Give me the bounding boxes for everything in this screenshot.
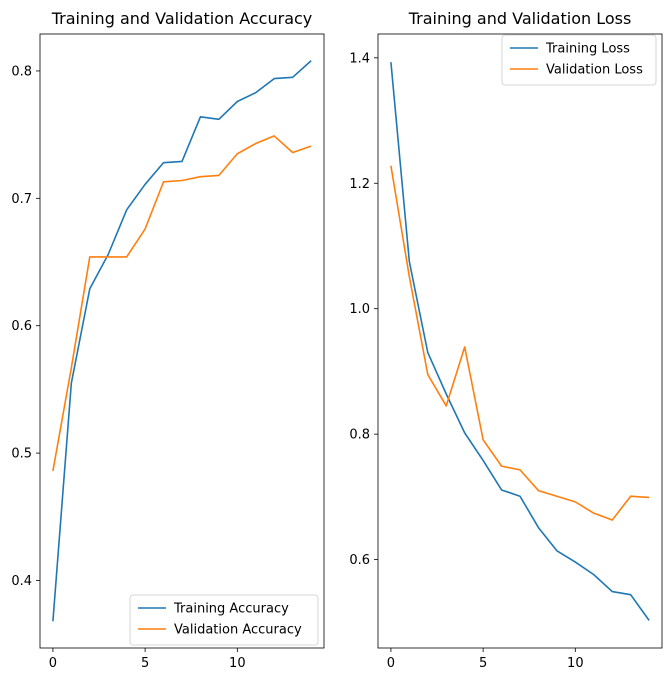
- legend-label-training: Training Loss: [545, 42, 630, 57]
- legend: Training Accuracy Validation Accuracy: [129, 594, 319, 646]
- y-tick-label: 1.2: [349, 177, 370, 192]
- x-tick-label: 5: [479, 656, 487, 671]
- y-tick-label: 0.6: [349, 553, 370, 568]
- legend: Training Loss Validation Loss: [501, 34, 657, 86]
- series-layer: [52, 60, 312, 622]
- chart-title: Training and Validation Accuracy: [51, 9, 313, 28]
- x-tick-label: 10: [567, 656, 584, 671]
- y-tick-label: 1.0: [349, 302, 370, 317]
- series-layer: [390, 62, 650, 621]
- y-tick-label: 0.4: [11, 574, 32, 589]
- chart-title: Training and Validation Loss: [408, 9, 632, 28]
- y-tick-label: 1.4: [349, 51, 370, 66]
- y-tick-label: 0.8: [11, 64, 32, 79]
- series-line-training: [390, 62, 650, 621]
- plot-frame: [377, 33, 663, 649]
- x-tick-label: 10: [229, 656, 246, 671]
- legend-box: [501, 34, 657, 86]
- x-tick-label: 0: [49, 656, 57, 671]
- y-tick-label: 0.6: [11, 319, 32, 334]
- y-tick-label: 0.7: [11, 192, 32, 207]
- axis-ticks: 0 5 10 0.4 0.5 0.6 0.7 0.8: [11, 64, 245, 671]
- plot-frame: [39, 33, 325, 649]
- loss-chart: Training and Validation Loss 0 5 10 0.6 0.8 1…: [349, 9, 663, 671]
- y-tick-label: 0.5: [11, 447, 32, 462]
- y-tick-label: 0.8: [349, 428, 370, 443]
- x-tick-label: 0: [387, 656, 395, 671]
- legend-label-training: Training Accuracy: [173, 602, 289, 617]
- series-line-validation: [390, 165, 650, 521]
- series-line-training: [52, 60, 312, 622]
- accuracy-chart: Training and Validation Accuracy 0 5 10 0.4…: [11, 9, 325, 671]
- series-line-validation: [52, 135, 312, 472]
- legend-label-validation: Validation Loss: [546, 63, 643, 78]
- legend-label-validation: Validation Accuracy: [174, 623, 302, 638]
- axis-ticks: 0 5 10 0.6 0.8 1.0 1.2 1.4: [349, 51, 583, 671]
- x-tick-label: 5: [141, 656, 149, 671]
- legend-box: [129, 594, 319, 646]
